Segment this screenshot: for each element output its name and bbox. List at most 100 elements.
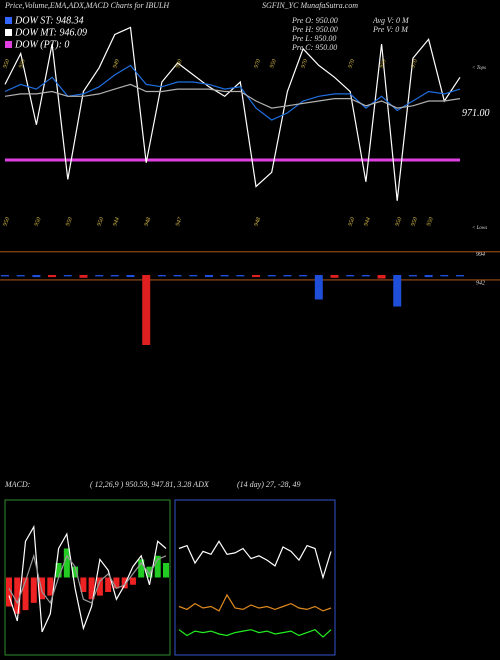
pivot-label: 950 — [379, 59, 388, 70]
volume-bar — [440, 275, 449, 277]
volume-bar — [204, 275, 213, 278]
level-label: 994 — [476, 251, 485, 258]
volume-bar — [299, 275, 308, 277]
pivot-label: 944 — [111, 216, 121, 227]
volume-bar — [1, 275, 9, 277]
volume-bar — [220, 275, 229, 277]
volume-bar — [361, 275, 370, 277]
volume-bar — [173, 275, 182, 277]
title-left: Price,Volume,EMA,ADX,MACD Charts for IBU… — [4, 1, 170, 10]
volume-bar — [346, 275, 355, 277]
pre-value: Pre C: 950.00 — [291, 43, 337, 52]
volume-bar — [79, 275, 88, 278]
histogram-bar — [22, 577, 29, 611]
adx-info: (14 day) 27, -28, 49 — [237, 480, 301, 489]
histogram-bar — [88, 577, 95, 600]
pivot-label: 949 — [111, 58, 121, 69]
histogram-bar — [129, 577, 136, 585]
histogram-bar — [105, 577, 112, 592]
legend-swatch — [5, 29, 12, 36]
adx-line — [178, 540, 332, 580]
panel-frame — [4, 499, 171, 656]
volume-bar — [314, 275, 323, 300]
histogram-bar — [63, 548, 70, 578]
histogram-bar — [113, 577, 120, 589]
pre-value: Pre L: 950.00 — [291, 34, 336, 43]
legend-entry: DOW (PT): 0 — [14, 39, 69, 50]
histogram-bar — [121, 577, 128, 589]
volume-bar — [189, 275, 198, 277]
histogram-bar — [14, 577, 21, 614]
pivot-label: 950 — [269, 59, 278, 70]
volume-bar — [456, 275, 464, 277]
volume-bar — [424, 275, 433, 278]
volume-bar — [377, 275, 386, 279]
price-line — [4, 26, 461, 201]
histogram-bar — [47, 577, 54, 596]
volume-bar — [48, 275, 57, 278]
pivot-label: 950 — [395, 217, 404, 228]
histogram-bar — [80, 577, 87, 592]
volume-bar — [330, 275, 339, 278]
volume-bar — [236, 275, 245, 277]
histogram-bar — [55, 563, 62, 578]
volume-bar — [110, 275, 119, 277]
volume-bar — [393, 275, 402, 307]
volume-bar — [32, 275, 41, 278]
pivot-label: 950 — [18, 59, 27, 70]
adx-line — [178, 593, 332, 612]
macd-line — [8, 553, 167, 605]
histogram-bar — [6, 577, 12, 607]
pivot-label: 950 — [348, 217, 357, 228]
pivot-label: 970 — [301, 59, 310, 70]
pivot-label: 950 — [3, 217, 12, 228]
histogram-bar — [138, 559, 145, 578]
legend-entry: DOW MT: 946.09 — [14, 27, 87, 38]
volume-bar — [283, 275, 292, 277]
macd-info: ( 12,26,9 ) 950.59, 947.81, 3.28 ADX — [90, 480, 210, 489]
pivot-label: 948 — [143, 216, 153, 227]
legend-swatch — [5, 17, 12, 24]
histogram-bar — [154, 555, 161, 578]
macd-line — [8, 524, 167, 633]
volume-bar — [142, 275, 151, 345]
histogram-bar — [146, 566, 153, 578]
pivot-label: 950 — [34, 217, 43, 228]
pre-value: Pre O: 950.00 — [291, 16, 338, 25]
histogram-bar — [39, 577, 46, 600]
volume-bar — [126, 275, 135, 278]
pivot-label: 947 — [174, 215, 184, 227]
histogram-bar — [72, 566, 79, 578]
avg-value: Pre V: 0 M — [372, 25, 409, 34]
avg-value: Avg V: 0 M — [372, 16, 410, 25]
title-right: SGFIN_YC MunafaSutra.com — [262, 1, 358, 10]
pivot-label: 970 — [348, 59, 357, 70]
level-label: 942 — [476, 279, 485, 286]
legend-entry: DOW ST: 948.34 — [14, 15, 84, 26]
volume-bar — [252, 275, 261, 278]
macd-label: MACD: — [4, 480, 31, 489]
histogram-bar — [30, 577, 37, 603]
last-price: 971.00 — [462, 108, 490, 119]
price-line — [4, 64, 461, 121]
volume-bar — [408, 275, 417, 277]
pivot-label: 950 — [65, 217, 74, 228]
pivot-label: 950 — [97, 217, 106, 228]
legend-swatch — [5, 41, 12, 48]
volume-bar — [63, 275, 72, 277]
pivot-label: 970 — [254, 59, 263, 70]
pivot-label: 948 — [253, 216, 263, 227]
pivot-label: 970 — [410, 59, 419, 70]
volume-bar — [267, 275, 276, 277]
adx-line — [178, 629, 332, 638]
panel-frame — [174, 499, 336, 656]
volume-bar — [16, 275, 25, 277]
lows-label: < Lows — [472, 226, 487, 231]
volume-bar — [95, 275, 104, 277]
pivot-label: 950 — [175, 59, 184, 70]
tops-label: < Tops — [472, 66, 486, 71]
pivot-label: 950 — [3, 59, 12, 70]
histogram-bar — [163, 563, 169, 578]
